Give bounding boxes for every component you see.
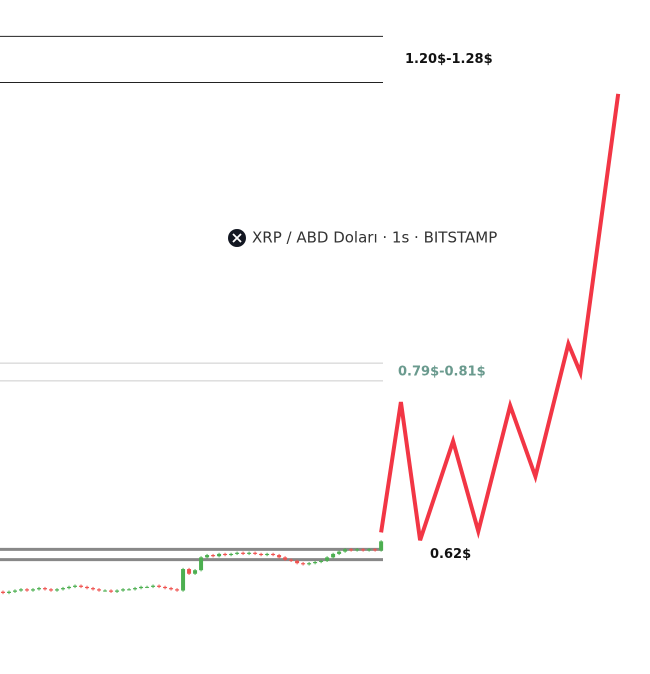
candle-body: [379, 541, 384, 551]
candle-body: [373, 549, 378, 551]
candle-body: [19, 589, 24, 591]
candle-body: [145, 586, 150, 588]
candle-body: [331, 553, 336, 558]
candle-body: [175, 589, 180, 591]
candle-body: [265, 553, 270, 556]
candle-body: [229, 553, 234, 556]
candle-body: [133, 588, 138, 590]
candle-body: [253, 552, 258, 554]
candle-body: [349, 549, 354, 551]
candle-body: [289, 559, 294, 561]
candle-body: [283, 557, 288, 560]
candle-body: [277, 555, 282, 558]
candle-body: [151, 585, 156, 587]
candle-body: [295, 560, 300, 564]
candle-body: [169, 588, 174, 590]
level-label: 0.79$-0.81$: [398, 365, 486, 380]
candle-body: [301, 563, 306, 565]
candle-body: [43, 588, 48, 590]
candle-body: [7, 591, 12, 593]
candle-body: [205, 555, 210, 558]
candle-body: [367, 549, 372, 551]
candle-body: [223, 553, 228, 556]
candle-body: [103, 590, 108, 592]
candle-body: [73, 585, 78, 587]
candle-body: [67, 586, 72, 589]
candle-body: [85, 586, 90, 589]
candle-body: [241, 552, 246, 554]
candle-body: [337, 551, 342, 554]
symbol-header: XRP / ABD Doları · 1s · BITSTAMP: [228, 229, 497, 247]
candle-body: [61, 588, 66, 590]
level-label: 0.62$: [430, 547, 471, 562]
candle-body: [193, 570, 198, 574]
candle-body: [199, 557, 204, 571]
candle-body: [271, 553, 276, 556]
candle-body: [247, 552, 252, 554]
candle-body: [109, 590, 114, 592]
symbol-icon-mark: [232, 233, 242, 243]
candle-body: [25, 589, 30, 591]
candle-body: [55, 589, 60, 591]
candle-body: [313, 562, 318, 564]
candle-body: [31, 589, 36, 591]
candle-body: [37, 588, 42, 590]
candle-body: [319, 560, 324, 563]
candle-body: [127, 589, 132, 591]
candle-body: [13, 590, 18, 592]
candle-body: [157, 585, 162, 587]
candle-body: [91, 588, 96, 590]
candle-body: [187, 569, 192, 574]
level-label: 1.20$-1.28$: [405, 52, 493, 67]
candle-body: [235, 552, 240, 554]
candle-body: [307, 563, 312, 565]
candle-body: [49, 589, 54, 591]
candle-body: [181, 569, 186, 591]
candle-body: [217, 553, 222, 557]
candle-body: [1, 591, 6, 593]
candle-body: [355, 549, 360, 551]
candle-body: [325, 557, 330, 561]
candle-body: [115, 590, 120, 592]
candle-body: [361, 549, 366, 551]
candle-body: [259, 553, 264, 556]
projection-line: [379, 93, 621, 541]
candle-body: [79, 585, 84, 587]
candle-body: [139, 586, 144, 589]
candle-body: [121, 589, 126, 591]
candle-body: [211, 555, 216, 557]
candle-body: [343, 549, 348, 552]
chart-title: XRP / ABD Doları · 1s · BITSTAMP: [252, 229, 497, 247]
candle-body: [163, 586, 168, 589]
candle-body: [97, 589, 102, 591]
